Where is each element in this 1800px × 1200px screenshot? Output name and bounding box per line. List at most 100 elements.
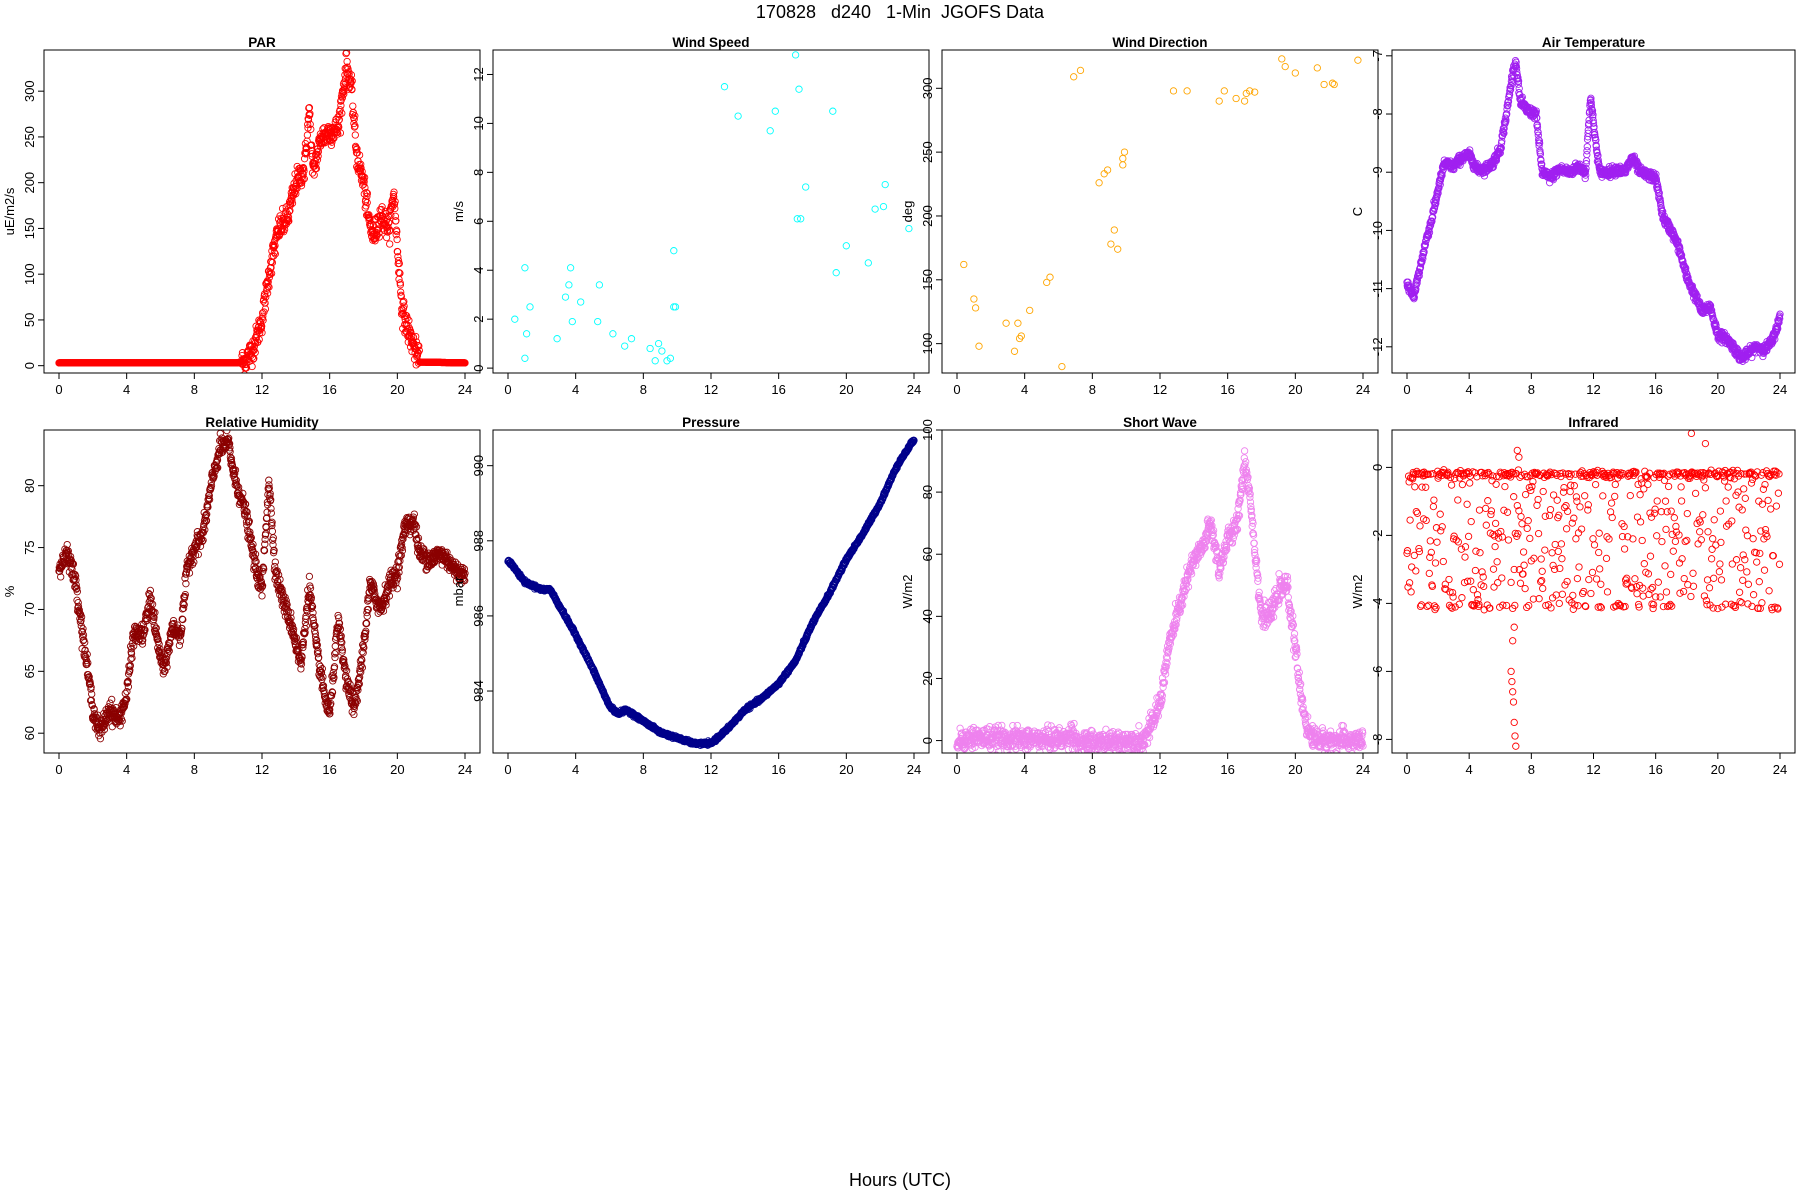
data-point	[306, 110, 314, 118]
data-point	[156, 649, 164, 658]
data-point	[267, 504, 275, 513]
data-point	[315, 653, 323, 662]
data-point	[594, 317, 602, 326]
data-point	[363, 189, 372, 198]
panel-title: Air Temperature	[1542, 35, 1646, 50]
data-point	[243, 512, 251, 520]
y-axis-label: C	[1350, 207, 1365, 216]
data-point	[1076, 66, 1085, 75]
data-point	[1014, 319, 1022, 327]
data-point	[78, 627, 87, 636]
x-tick-label: 8	[191, 382, 198, 397]
x-tick-label: 24	[458, 762, 472, 777]
data-point	[223, 430, 231, 435]
data-point	[400, 302, 408, 310]
data-point	[311, 633, 320, 641]
data-point	[350, 115, 358, 123]
data-point	[791, 51, 800, 59]
data-point	[251, 550, 260, 558]
data-point	[351, 112, 359, 120]
data-point	[259, 316, 267, 324]
data-point	[521, 354, 529, 362]
data-point	[310, 622, 319, 630]
x-tick-label: 12	[255, 382, 269, 397]
data-point	[251, 348, 259, 357]
x-tick-label: 4	[123, 382, 130, 397]
data-point	[1278, 55, 1286, 63]
data-point	[347, 75, 355, 84]
x-tick-label: 0	[55, 382, 62, 397]
y-tick-label: 0	[22, 362, 37, 369]
data-point	[362, 627, 370, 635]
data-point	[1313, 64, 1321, 72]
data-point	[245, 517, 253, 525]
data-point	[396, 269, 404, 277]
y-tick-label: 4	[471, 267, 486, 274]
data-point	[88, 690, 96, 698]
y-tick-label: 6	[471, 218, 486, 225]
x-tick-label: 4	[123, 762, 130, 777]
data-point	[231, 469, 239, 478]
data-point	[1330, 80, 1338, 89]
data-point	[284, 213, 293, 221]
data-point	[84, 659, 92, 667]
data-point	[1426, 221, 1435, 229]
data-point	[123, 695, 131, 703]
data-point	[228, 458, 236, 467]
data-point	[224, 439, 232, 447]
data-point	[393, 235, 401, 244]
data-point	[1672, 235, 1680, 244]
data-point	[1534, 128, 1542, 136]
data-point	[335, 619, 344, 627]
data-point	[252, 557, 260, 566]
data-point	[77, 613, 86, 621]
data-point	[356, 657, 365, 665]
y-axis-label: uE/m2/s	[2, 187, 17, 235]
data-point	[414, 534, 423, 542]
data-point	[313, 636, 321, 644]
data-point	[1591, 130, 1599, 139]
data-point	[1590, 122, 1598, 131]
data-point	[595, 281, 604, 289]
y-tick-label: 60	[22, 726, 37, 740]
data-point	[247, 533, 255, 541]
data-point	[344, 678, 352, 686]
data-point	[398, 306, 406, 314]
data-point	[1046, 273, 1054, 281]
y-tick-label: 250	[22, 126, 37, 148]
data-point	[398, 536, 406, 544]
data-point	[319, 673, 327, 681]
data-point	[1114, 245, 1122, 253]
data-point	[325, 706, 333, 714]
data-point	[337, 635, 345, 643]
data-point	[242, 364, 251, 372]
data-point	[336, 110, 344, 119]
data-point	[269, 534, 277, 542]
data-points	[960, 55, 1362, 371]
data-point	[300, 175, 308, 183]
data-point	[301, 628, 309, 637]
data-point	[344, 65, 352, 73]
data-point	[258, 582, 267, 590]
data-point	[300, 167, 308, 175]
data-point	[83, 660, 91, 669]
data-point	[178, 605, 187, 613]
data-point	[327, 692, 336, 700]
data-point	[226, 448, 234, 456]
data-point	[124, 677, 132, 685]
data-point	[864, 259, 872, 267]
data-point	[83, 650, 91, 658]
x-tick-label: 0	[1403, 382, 1410, 397]
data-point	[123, 687, 131, 696]
data-point	[141, 626, 149, 634]
data-point	[1328, 79, 1337, 87]
data-point	[1251, 88, 1259, 96]
data-point	[314, 646, 322, 655]
data-point	[307, 593, 315, 602]
data-point	[314, 152, 322, 160]
x-tick-label: 20	[1288, 382, 1302, 397]
data-point	[229, 466, 238, 474]
data-point	[415, 346, 423, 355]
data-point	[461, 577, 469, 585]
